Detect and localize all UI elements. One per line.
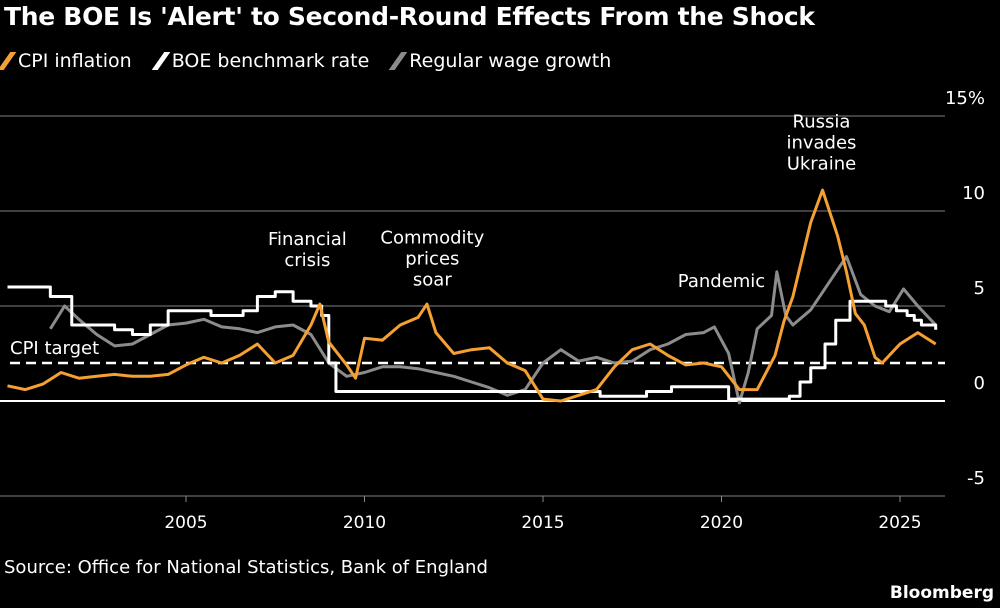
annotation-label: Pandemic: [678, 271, 765, 292]
legend-label: BOE benchmark rate: [171, 50, 370, 72]
legend-item-wage: Regular wage growth: [388, 50, 612, 72]
legend-label: CPI inflation: [18, 50, 132, 72]
x-tick-label: 2010: [343, 513, 386, 533]
annotation-label: prices: [405, 248, 459, 269]
x-tick-label: 2005: [164, 513, 207, 533]
chart-title: The BOE Is 'Alert' to Second-Round Effec…: [4, 2, 815, 31]
cpi-target-label: CPI target: [10, 338, 99, 359]
annotation-label: soar: [413, 269, 452, 290]
y-tick-label: 0: [974, 373, 985, 394]
annotation-label: invades: [786, 132, 856, 153]
x-tick-label: 2020: [700, 513, 743, 533]
legend-item-boe-rate: BOE benchmark rate: [151, 50, 370, 72]
y-tick-label: 10: [962, 183, 985, 204]
annotation-label: Ukraine: [787, 153, 857, 174]
annotation-label: Russia: [793, 111, 851, 132]
y-tick-label: 5: [974, 278, 985, 299]
bloomberg-logo: Bloomberg: [889, 583, 994, 603]
annotation-label: Financial: [268, 229, 347, 250]
source-note: Source: Office for National Statistics, …: [4, 557, 488, 578]
series-line-boe-benchmark-rate: [7, 285, 938, 401]
y-tick-label: -5: [967, 468, 985, 489]
series-line-regular-wage-growth: [49, 255, 937, 405]
legend-label: Regular wage growth: [409, 50, 612, 72]
series-line-cpi-inflation: [7, 188, 937, 403]
x-tick-label: 2015: [521, 513, 564, 533]
y-tick-label: 15%: [945, 88, 985, 109]
legend-item-cpi: CPI inflation: [0, 50, 132, 72]
x-tick-label: 2025: [878, 513, 921, 533]
annotation-label: Commodity: [380, 227, 484, 248]
annotation-label: crisis: [284, 250, 330, 271]
legend: CPI inflation BOE benchmark rate Regular…: [0, 50, 612, 72]
